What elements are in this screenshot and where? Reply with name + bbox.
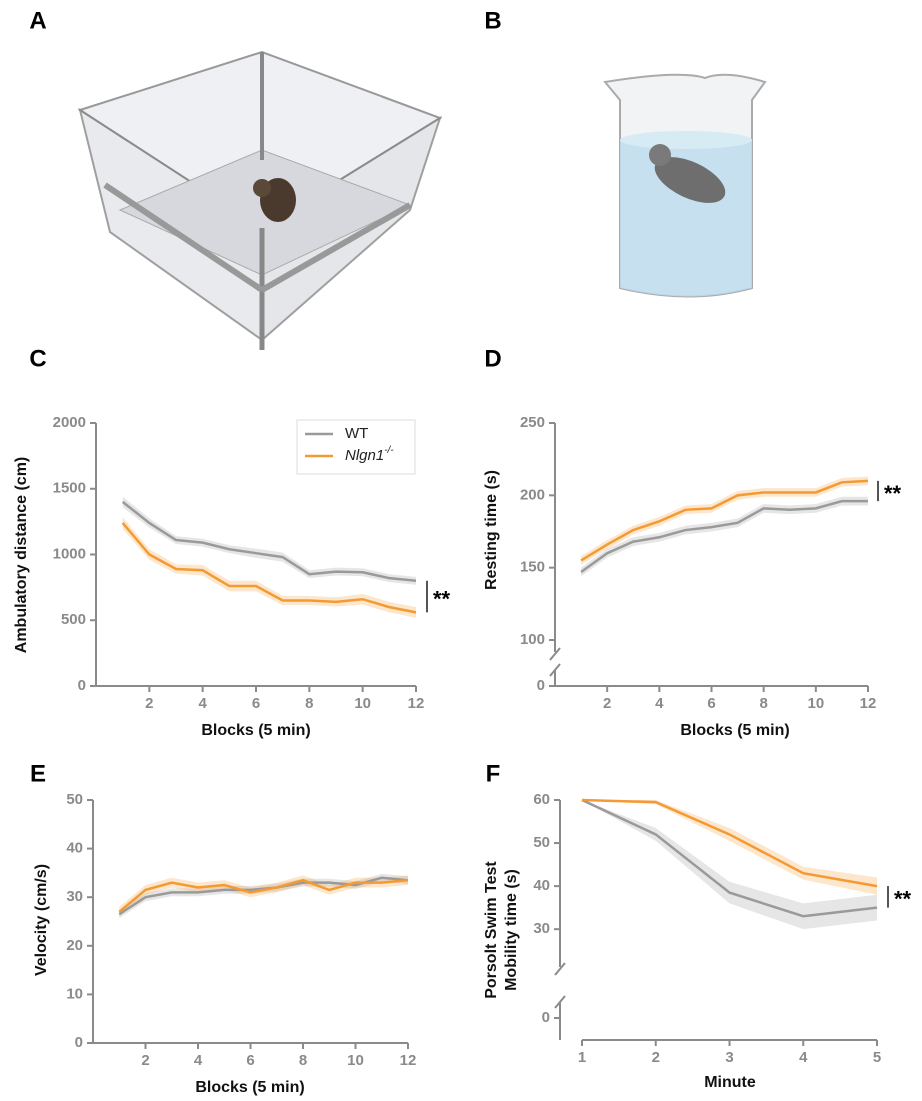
axis-break <box>554 962 566 976</box>
y-tick-label: 20 <box>66 937 83 954</box>
y-tick-label: 0 <box>542 1009 550 1026</box>
legend-label: WT <box>345 425 368 442</box>
error-band <box>582 800 877 930</box>
x-tick-label: 2 <box>145 695 153 712</box>
x-axis-label: Minute <box>704 1074 756 1091</box>
significance-label: ** <box>433 586 451 611</box>
legend: WT Nlgn1-/- <box>296 419 416 475</box>
x-tick-label: 12 <box>408 695 425 712</box>
series-line <box>580 499 868 574</box>
panel-label: D <box>484 345 501 372</box>
legend-box <box>296 419 416 475</box>
y-tick-label: 0 <box>78 677 86 694</box>
series-line <box>121 522 417 614</box>
panel-label: F <box>486 760 501 787</box>
y-tick-label: 10 <box>66 985 83 1002</box>
x-axis-label: Blocks (5 min) <box>680 722 789 739</box>
significance-label: ** <box>884 481 902 506</box>
x-tick-label: 10 <box>807 695 824 712</box>
y-axis-label: Porsolt Swim Test <box>483 861 500 999</box>
y-tick-label: 150 <box>520 559 545 576</box>
panel-label: B <box>484 7 501 34</box>
x-tick-label: 12 <box>400 1052 417 1069</box>
x-tick-label: 12 <box>860 695 877 712</box>
series-line <box>580 479 869 562</box>
significance-label: ** <box>894 887 912 912</box>
x-tick-label: 2 <box>603 695 611 712</box>
x-axis-label: Blocks (5 min) <box>201 722 310 739</box>
beaker-illustration <box>603 73 767 298</box>
y-tick-label: 0 <box>75 1034 83 1051</box>
x-tick-label: 8 <box>305 695 313 712</box>
y-tick-label: 40 <box>533 877 550 894</box>
legend-label: Nlgn1-/- <box>345 445 394 464</box>
error-band <box>581 496 868 577</box>
series-line <box>581 798 878 918</box>
x-tick-label: 5 <box>873 1049 881 1066</box>
chart: 0 500 1000 1500 2000 2 4 6 8 10 12 Blocks (5 min) Am… <box>13 414 450 739</box>
x-tick-label: 4 <box>198 695 207 712</box>
legend-superscript: -/- <box>384 445 394 456</box>
y-tick-label: 50 <box>533 834 550 851</box>
series-line <box>581 798 878 888</box>
open-field-illustration <box>77 50 443 350</box>
x-tick-label: 8 <box>299 1052 307 1069</box>
error-band <box>119 873 408 919</box>
y-tick-label: 0 <box>537 677 545 694</box>
error-band <box>581 476 868 565</box>
y-tick-label: 30 <box>533 920 550 937</box>
y-tick-label: 200 <box>520 486 545 503</box>
y-tick-label: 500 <box>61 611 86 628</box>
y-tick-label: 50 <box>66 791 83 808</box>
legend-name: Nlgn1 <box>345 447 384 464</box>
x-tick-label: 4 <box>655 695 664 712</box>
series-line <box>121 500 417 583</box>
y-axis-label: Resting time (s) <box>483 470 500 590</box>
panel-label: C <box>29 345 46 372</box>
axis-break <box>549 647 561 661</box>
x-tick-label: 1 <box>578 1049 586 1066</box>
y-tick-label: 100 <box>520 631 545 648</box>
x-tick-label: 6 <box>707 695 715 712</box>
x-tick-label: 2 <box>652 1049 660 1066</box>
x-tick-label: 10 <box>347 1052 364 1069</box>
y-axis-label: Velocity (cm/s) <box>33 864 50 976</box>
y-tick-label: 250 <box>520 414 545 431</box>
legend-name: WT <box>345 425 368 442</box>
x-axis-label: Blocks (5 min) <box>195 1079 304 1096</box>
x-tick-label: 6 <box>246 1052 254 1069</box>
y-axis-label: Ambulatory distance (cm) <box>13 457 30 653</box>
y-axis-label: Mobility time (s) <box>503 869 520 991</box>
y-tick-label: 60 <box>533 791 550 808</box>
x-tick-label: 4 <box>194 1052 203 1069</box>
x-tick-label: 4 <box>799 1049 808 1066</box>
panel-label: E <box>30 760 46 787</box>
error-band <box>122 496 417 585</box>
x-tick-label: 10 <box>354 695 371 712</box>
chart: 0 30 40 50 60 1 2 3 4 5 Minute Porsolt Swim Test Mob… <box>483 791 911 1091</box>
x-tick-label: 6 <box>252 695 260 712</box>
y-tick-label: 40 <box>66 840 83 857</box>
y-tick-label: 1000 <box>53 545 86 562</box>
chart: 0 100 150 200 250 2 4 6 8 10 12 Blocks (5 min) Resti… <box>483 414 901 739</box>
chart: 0 10 20 30 40 50 2 4 6 8 10 12 Blocks (5 min) Velocit… <box>33 791 416 1096</box>
x-tick-label: 3 <box>725 1049 733 1066</box>
x-tick-label: 8 <box>759 695 767 712</box>
series-line <box>118 878 409 913</box>
y-tick-label: 30 <box>66 888 83 905</box>
panel-label: A <box>29 7 46 34</box>
error-band <box>582 800 877 895</box>
y-tick-label: 1500 <box>53 480 86 497</box>
x-tick-label: 2 <box>141 1052 149 1069</box>
y-tick-label: 2000 <box>53 414 86 431</box>
